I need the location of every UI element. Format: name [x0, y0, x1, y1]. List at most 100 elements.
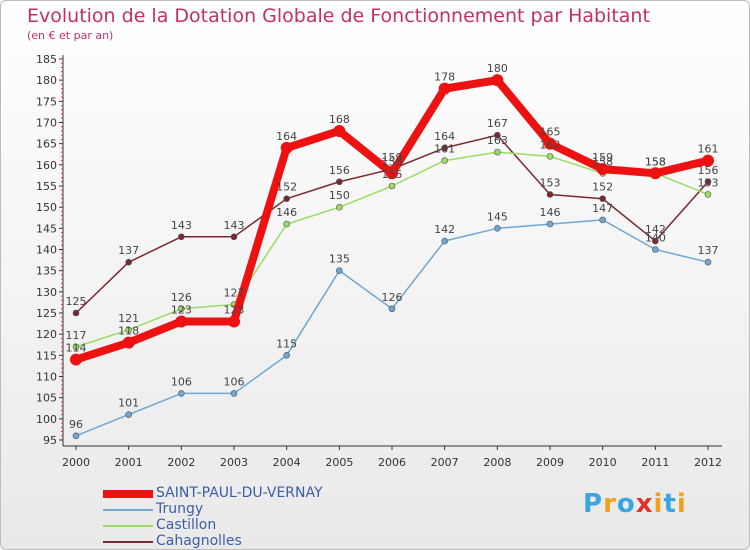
data-label-saint-paul-du-vernay: 178 — [434, 71, 455, 84]
data-point-cahagnolles — [230, 233, 238, 241]
logo-letter: P — [583, 489, 604, 519]
data-label-trungy: 126 — [382, 291, 403, 304]
data-point-saint-paul-du-vernay — [596, 163, 609, 176]
data-point-cahagnolles — [72, 309, 80, 317]
data-label-cahagnolles: 156 — [329, 164, 350, 177]
data-label-saint-paul-du-vernay: 159 — [592, 151, 613, 164]
data-label-saint-paul-du-vernay: 158 — [645, 155, 666, 168]
x-tick-label: 2010 — [589, 456, 617, 469]
data-label-saint-paul-du-vernay: 123 — [224, 303, 245, 316]
data-point-saint-paul-du-vernay — [649, 167, 662, 180]
y-tick-label: 160 — [36, 159, 57, 172]
data-point-trungy — [283, 352, 290, 359]
data-point-trungy — [599, 216, 606, 224]
data-label-castillon: 161 — [434, 143, 455, 156]
data-label-trungy: 106 — [171, 375, 192, 388]
data-point-saint-paul-du-vernay — [544, 137, 556, 150]
data-point-castillon — [546, 153, 554, 160]
data-label-castillon: 153 — [698, 176, 719, 189]
data-label-castillon: 158 — [645, 155, 666, 168]
data-label-castillon: 121 — [118, 312, 139, 325]
y-tick-label: 180 — [36, 74, 57, 87]
chart-axes: 95 100 105 110 115 120 125 130 135 140 145 150 155 16… — [36, 53, 722, 469]
data-label-trungy: 142 — [434, 223, 455, 236]
data-point-saint-paul-du-vernay — [280, 141, 293, 154]
data-label-trungy: 115 — [276, 337, 297, 350]
data-label-cahagnolles: 156 — [698, 164, 719, 177]
data-label-saint-paul-du-vernay: 158 — [382, 155, 403, 168]
y-tick-label: 115 — [36, 349, 57, 362]
chart-title: Evolution de la Dotation Globale de Fonc… — [27, 5, 650, 27]
x-tick-label: 2006 — [378, 456, 406, 469]
logo-letter: i — [653, 489, 664, 519]
logo-letter: o — [616, 489, 636, 519]
data-point-saint-paul-du-vernay — [70, 353, 82, 366]
data-point-saint-paul-du-vernay — [386, 167, 398, 180]
legend-label: Trungy — [156, 501, 204, 517]
data-label-trungy: 145 — [487, 210, 508, 223]
series-layer — [70, 74, 714, 440]
data-point-castillon — [125, 326, 132, 334]
data-label-castillon: 155 — [382, 168, 403, 181]
data-label-cahagnolles: 137 — [118, 244, 139, 257]
data-label-castillon: 117 — [66, 329, 87, 342]
data-label-cahagnolles: 152 — [592, 181, 613, 194]
y-tick-label: 120 — [36, 328, 57, 341]
data-point-trungy — [178, 390, 185, 397]
chart-subtitle: (en € et par an) — [27, 29, 114, 42]
data-point-saint-paul-du-vernay — [702, 154, 714, 167]
y-tick-label: 155 — [36, 180, 57, 193]
data-point-trungy — [388, 305, 396, 313]
x-tick-label: 2009 — [536, 456, 564, 469]
logo-letter: r — [603, 489, 617, 519]
data-label-saint-paul-du-vernay: 118 — [118, 325, 139, 338]
data-point-trungy — [125, 411, 132, 418]
x-tick-label: 2011 — [641, 456, 669, 469]
data-point-trungy — [336, 267, 343, 274]
legend-label: Castillon — [156, 517, 217, 533]
data-label-saint-paul-du-vernay: 168 — [329, 113, 350, 126]
legend-swatch — [103, 541, 153, 543]
data-label-saint-paul-du-vernay: 123 — [171, 303, 192, 316]
data-point-trungy — [652, 246, 659, 253]
legend-swatch — [103, 490, 153, 498]
data-label-cahagnolles: 143 — [171, 219, 192, 232]
data-label-castillon: 127 — [224, 287, 245, 300]
data-label-castillon: 162 — [540, 138, 561, 151]
x-tick-label: 2007 — [431, 456, 459, 469]
data-label-cahagnolles: 142 — [645, 223, 666, 236]
data-label-cahagnolles: 125 — [66, 295, 87, 308]
x-tick-label: 2001 — [115, 456, 143, 469]
x-tick-label: 2012 — [694, 456, 722, 469]
data-point-cahagnolles — [494, 131, 501, 139]
data-point-castillon — [283, 220, 290, 228]
y-tick-label: 125 — [36, 307, 57, 320]
data-point-castillon — [494, 148, 501, 156]
data-point-cahagnolles — [704, 178, 712, 186]
data-label-saint-paul-du-vernay: 165 — [540, 126, 561, 139]
data-label-castillon: 146 — [276, 206, 297, 219]
data-label-trungy: 140 — [645, 232, 666, 245]
y-tick-label: 165 — [36, 138, 57, 151]
data-point-castillon — [704, 191, 712, 198]
data-point-trungy — [494, 225, 501, 232]
data-point-saint-paul-du-vernay — [175, 315, 188, 328]
proxiti-logo: Proxiti — [583, 489, 687, 519]
data-label-trungy: 147 — [592, 202, 613, 215]
logo-letter: x — [635, 489, 654, 519]
data-label-saint-paul-du-vernay: 180 — [487, 62, 508, 75]
logo-letter: t — [663, 489, 677, 519]
y-tick-label: 100 — [36, 413, 57, 426]
data-label-cahagnolles: 159 — [382, 151, 403, 164]
data-label-saint-paul-du-vernay: 161 — [698, 143, 719, 156]
y-tick-label: 130 — [36, 286, 57, 299]
y-tick-label: 105 — [36, 392, 57, 405]
legend-label: SAINT-PAUL-DU-VERNAY — [156, 485, 323, 501]
data-point-saint-paul-du-vernay — [122, 336, 135, 349]
data-point-saint-paul-du-vernay — [333, 124, 346, 137]
data-label-trungy: 135 — [329, 253, 350, 266]
data-point-trungy — [230, 390, 238, 397]
